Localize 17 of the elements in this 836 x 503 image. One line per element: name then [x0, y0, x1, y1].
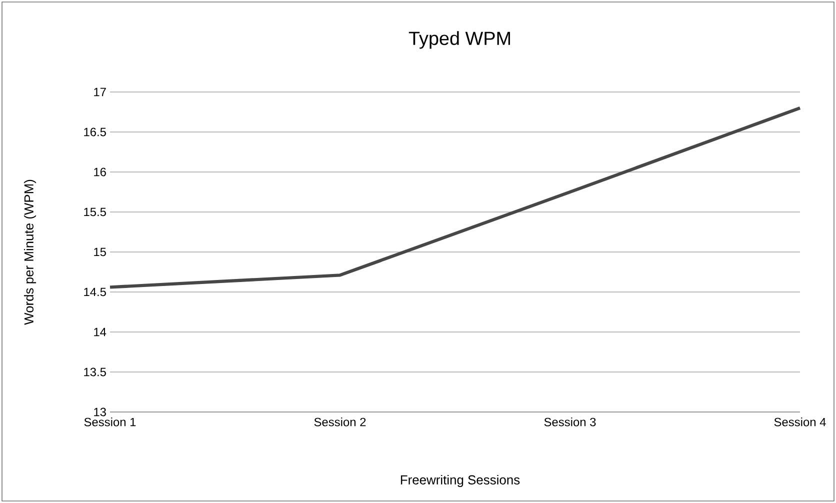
x-tick-label: Session 3 — [544, 418, 596, 426]
y-tick-label: 17 — [94, 88, 106, 96]
y-tick-label: 16 — [94, 168, 106, 176]
line-series — [108, 106, 802, 289]
y-tick-label: 16.5 — [84, 128, 106, 136]
y-axis-title: Words per Minute (WPM) — [24, 180, 36, 325]
y-tick-label: 15 — [94, 248, 106, 256]
y-tick-label: 14.5 — [84, 288, 106, 296]
y-tick-label: 14 — [94, 328, 106, 336]
x-axis-title: Freewriting Sessions — [400, 474, 520, 488]
x-tick-label: Session 4 — [774, 418, 826, 426]
chart-title: Typed WPM — [408, 31, 510, 49]
y-tick-label: 13 — [94, 408, 106, 416]
x-tick-label: Session 2 — [314, 418, 366, 426]
y-tick-label: 15.5 — [84, 208, 106, 216]
y-tick-label: 13.5 — [84, 368, 106, 376]
x-tick-label: Session 1 — [84, 418, 136, 426]
